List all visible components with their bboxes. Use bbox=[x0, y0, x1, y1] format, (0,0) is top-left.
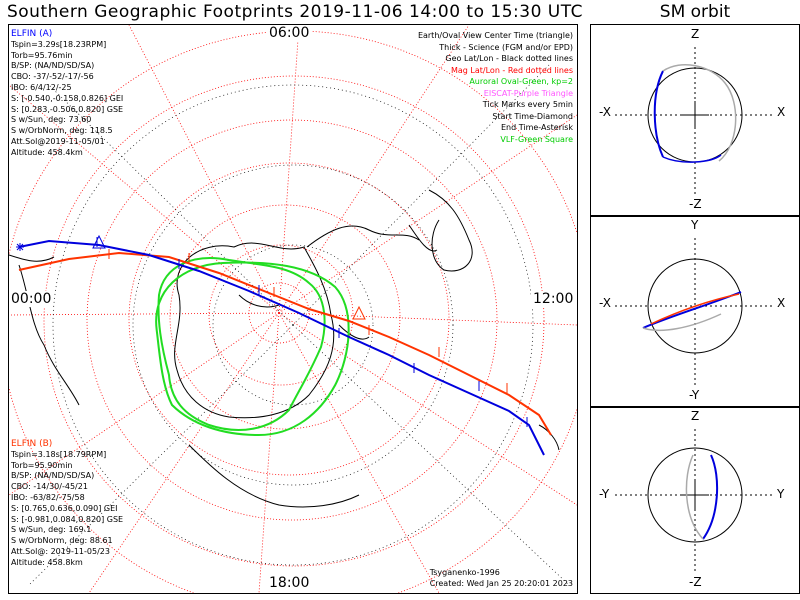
hour-label-top: 06:00 bbox=[267, 25, 312, 41]
elfin-a-info-line: S w/Sun, deg: 73.60 bbox=[11, 115, 92, 125]
sm-panel-xz: Z -Z -X X bbox=[590, 24, 800, 217]
elfin-a-info-line: Tspin=3.29s[18.23RPM] bbox=[11, 39, 107, 49]
legend-item: Thick - Science (FGM and/or EPD) bbox=[439, 42, 573, 52]
sm3-left-label: -Y bbox=[599, 487, 610, 501]
sm-panel-xy: Y -Y -X X bbox=[590, 215, 800, 408]
sm-xy-plot bbox=[615, 238, 775, 386]
hour-label-bottom: 18:00 bbox=[267, 575, 312, 591]
elfin-b-info-line: Altitude: 458.8km bbox=[11, 557, 83, 567]
legend-item: VLF-Green Square bbox=[500, 134, 573, 144]
legend-item: Tick Marks every 5min bbox=[482, 100, 573, 109]
legend-item: Geo Lat/Lon - Black dotted lines bbox=[445, 54, 573, 63]
sm-orbit-title: SM orbit bbox=[659, 2, 731, 22]
elfin-a-info: ELFIN (A) Tspin=3.29s[18.23RPM] Torb=95.76… bbox=[11, 29, 123, 159]
elfin-b-info-line: S w/Sun, deg: 169.1 bbox=[11, 525, 92, 535]
elfin-a-info-line: B/SP: (NA/ND/SD/SA) bbox=[11, 61, 95, 71]
elfin-a-info-line: Att.Sol@2019-11-05/01 bbox=[11, 136, 105, 146]
elfin-b-info-line: Tspin=3.18s[18.79RPM] bbox=[11, 449, 107, 459]
elfin-a-ticks bbox=[16, 234, 528, 427]
plot-title: Southern Geographic Footprints 2019-11-0… bbox=[6, 2, 583, 22]
elfin-a-info-line: IBO: 6/4/12/-25 bbox=[11, 82, 72, 92]
sm3-top-label: Z bbox=[691, 409, 700, 423]
sm2-right-label: X bbox=[777, 296, 786, 310]
sm2-left-label: -X bbox=[599, 296, 611, 310]
elfin-a-info-line: Altitude: 458.4km bbox=[11, 147, 83, 157]
sm1-top-label: Z bbox=[691, 27, 700, 41]
footprint-map-panel: 06:00 00:00 12:00 18:00 Earth/Oval View … bbox=[8, 24, 578, 594]
elfin-b-track bbox=[18, 251, 552, 436]
elfin-b-info-line: S: [-0.981,0.084,0.820] GSE bbox=[11, 514, 124, 524]
credit-created: Created: Wed Jan 25 20:20:01 2023 bbox=[429, 579, 573, 588]
sm3-right-label: Y bbox=[777, 487, 785, 501]
elfin-b-info-line: B/SP: (NA/ND/SD/SA) bbox=[11, 471, 95, 481]
legend-item: Earth/Oval View Center Time (triangle) bbox=[417, 31, 573, 40]
elfin-b-info-line: CBO: -14/30/-45/21 bbox=[11, 482, 88, 492]
sm2-top-label: Y bbox=[691, 218, 699, 232]
legend-item: Start Time-Diamond bbox=[492, 111, 573, 121]
sm-yz-plot bbox=[615, 429, 775, 572]
credit: Tsyganenko-1996 Created: Wed Jan 25 20:2… bbox=[430, 567, 573, 589]
sm1-right-label: X bbox=[777, 105, 786, 119]
elfin-b-ticks bbox=[108, 249, 508, 393]
elfin-a-info-line: Torb=95.76min bbox=[11, 50, 73, 60]
sm-xz-plot bbox=[615, 47, 775, 195]
legend: Earth/Oval View Center Time (triangle) Th… bbox=[418, 30, 573, 145]
sm-panel-yz: Z -Z -Y Y bbox=[590, 406, 800, 594]
hour-label-left: 00:00 bbox=[9, 291, 54, 307]
legend-item: EISCAT-Purple Triangle bbox=[483, 88, 573, 98]
elfin-a-info-line: S: [0.283,-0.506,0.820] GSE bbox=[11, 104, 124, 114]
legend-item: Mag Lat/Lon - Red dotted lines bbox=[450, 65, 573, 75]
elfin-a-info-line: CBO: -37/-52/-17/-56 bbox=[11, 72, 94, 82]
legend-item: End Time-Asterisk bbox=[500, 123, 573, 132]
elfin-b-info-line: IBO: -63/82/-75/58 bbox=[11, 492, 85, 502]
elfin-a-header: ELFIN (A) bbox=[11, 29, 53, 39]
elfin-a-info-line: S w/OrbNorm, deg: 118.5 bbox=[11, 126, 113, 136]
credit-model: Tsyganenko-1996 bbox=[429, 568, 500, 577]
elfin-b-info-line: S: [0.765,0.636,0.090] GEI bbox=[11, 503, 118, 513]
coastlines bbox=[9, 189, 560, 508]
elfin-b-info-line: Att.Sol@: 2019-11-05/23 bbox=[11, 546, 110, 556]
sm2-bottom-label: -Y bbox=[689, 388, 700, 402]
legend-item: Auroral Oval-Green, kp=2 bbox=[469, 77, 573, 86]
elfin-b-header: ELFIN (B) bbox=[11, 439, 53, 449]
sm3-bottom-label: -Z bbox=[689, 575, 702, 589]
hour-label-right: 12:00 bbox=[531, 291, 576, 307]
elfin-a-info-line: S: [-0.540,-0.158,0.826] GEI bbox=[11, 93, 124, 103]
auroral-oval bbox=[155, 257, 350, 437]
sm1-bottom-label: -Z bbox=[689, 197, 702, 211]
sm1-left-label: -X bbox=[599, 105, 611, 119]
geo-latlon-grid bbox=[28, 64, 570, 586]
elfin-b-info-line: S w/OrbNorm, deg: 88.61 bbox=[11, 536, 113, 546]
elfin-b-info: ELFIN (B) Tspin=3.18s[18.79RPM] Torb=95.90… bbox=[11, 439, 123, 569]
elfin-a-track bbox=[18, 239, 545, 456]
elfin-b-info-line: Torb=95.90min bbox=[11, 460, 73, 470]
